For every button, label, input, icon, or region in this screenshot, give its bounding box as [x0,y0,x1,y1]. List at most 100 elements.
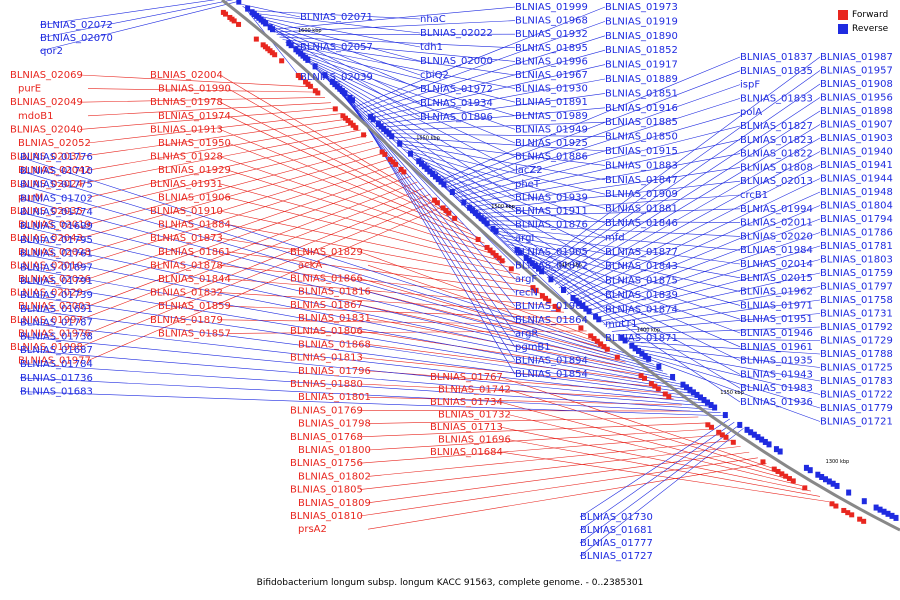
forward-gene-label: BLNIAS_02026 [18,274,91,285]
reverse-gene-label: BLNIAS_01999 [515,2,588,13]
reverse-gene-label: BLNIAS_01935 [740,356,813,367]
reverse-leader-line [485,223,741,237]
reverse-gene-feature [467,204,473,211]
forward-gene-feature [350,122,356,128]
reverse-gene-label: BLNIAS_01877 [605,247,678,258]
forward-gene-label: BLNIAS_01816 [298,287,371,298]
reverse-leader-line [628,344,821,368]
forward-gene-label: BLNIAS_02031 [10,152,83,163]
reverse-gene-feature [481,217,487,224]
reverse-gene-feature [288,42,294,49]
reverse-leader-line [273,20,516,33]
reverse-leader-line [570,178,821,299]
reverse-leader-line [334,85,516,293]
reverse-gene-label: lacZ2 [515,165,543,176]
reverse-gene-label: BLNIAS_01795 [20,235,93,246]
reverse-leader-line [359,21,606,110]
reverse-gene-label: BLNIAS_01786 [820,228,893,239]
reverse-leader-line [620,337,821,341]
reverse-gene-label: BLNIAS_01850 [605,132,678,143]
forward-leader-line [79,152,386,239]
forward-gene-label: BLNIAS_01867 [290,300,363,311]
reverse-gene-label: BLNIAS_01777 [580,538,653,549]
forward-gene-feature [487,247,493,253]
forward-gene-feature [484,244,490,250]
reverse-gene-label: BLNIAS_01883 [605,160,678,171]
forward-gene-feature [353,125,359,131]
forward-leader-line [359,278,610,351]
forward-gene-feature [601,344,607,350]
reverse-leader-line [19,184,659,369]
reverse-gene-feature [701,396,707,403]
reverse-gene-label: BLNIAS_01758 [820,295,893,306]
forward-gene-feature [786,476,792,482]
reverse-leader-line [373,78,606,122]
reverse-leader-line [538,70,821,272]
forward-gene-label: BLNIAS_01829 [290,247,363,258]
reverse-gene-label: BLNIAS_01854 [515,369,588,380]
reverse-leader-line [19,267,685,388]
reverse-gene-feature [822,476,828,483]
forward-leader-line [87,124,355,171]
reverse-leader-line [259,19,421,76]
reverse-leader-line [535,56,821,268]
reverse-gene-label: BLNIAS_01957 [820,66,893,77]
reverse-gene-label: BLNIAS_02015 [740,273,813,284]
reverse-gene-feature [580,302,586,309]
forward-gene-label: BLNIAS_01879 [150,315,223,326]
reverse-gene-feature [381,125,387,132]
reverse-leader-line [452,111,741,195]
forward-gene-label: BLNIAS_02043 [10,233,83,244]
forward-leader-line [219,210,521,275]
forward-gene-feature [783,473,789,479]
reverse-leader-line [19,239,677,382]
reverse-gene-feature [744,426,750,433]
forward-leader-line [87,135,367,198]
forward-gene-label: BLNIAS_01798 [298,419,371,430]
reverse-gene-label: BLNIAS_02022 [420,28,493,39]
forward-leader-line [87,193,431,334]
reverse-leader-line [403,148,606,209]
reverse-gene-feature [642,353,648,360]
reverse-gene-feature [826,478,832,485]
forward-leader-line [219,129,478,238]
legend-reverse: Reverse [838,22,888,36]
reverse-leader-line [330,82,516,280]
forward-gene-feature [253,36,259,42]
reverse-leader-line [19,211,668,375]
reverse-gene-feature [386,130,392,137]
feature-track [220,0,899,524]
forward-leader-line [367,370,666,394]
scale-tick-label: 1450 kbp [558,263,582,269]
reverse-gene-label: BLNIAS_01681 [580,525,653,536]
forward-gene-feature [279,58,285,64]
reverse-leader-line [256,17,421,62]
reverse-gene-label: ispF [740,80,760,91]
reverse-gene-feature [570,294,576,301]
reverse-gene-feature [646,355,652,362]
forward-gene-label: BLNIAS_01880 [290,379,363,390]
reverse-gene-label: pheT [515,179,541,190]
reverse-leader-line [599,272,821,322]
reverse-gene-label: BLNIAS_01775 [20,180,93,191]
reverse-gene-label: BLNIAS_01847 [605,175,678,186]
reverse-gene-label: BLNIAS_01803 [820,255,893,266]
reverse-gene-feature [803,464,809,471]
forward-gene-feature [723,434,729,440]
forward-gene-label: BLNIAS_02010 [10,260,83,271]
forward-gene-label: BLNIAS_02029 [10,288,83,299]
reverse-gene-feature [332,81,338,88]
reverse-gene-label: BLNIAS_01788 [820,349,893,360]
reverse-gene-label: qor2 [40,46,63,57]
reverse-leader-line [19,336,708,404]
forward-leader-line [367,264,603,344]
forward-gene-feature [440,205,446,211]
reverse-gene-label: BLNIAS_01874 [605,304,678,315]
forward-gene-label: BLNIAS_01931 [150,179,223,190]
reverse-gene-feature [478,215,484,222]
reverse-leader-line [523,257,741,375]
forward-gene-feature [802,485,808,491]
reverse-leader-line [19,363,717,410]
reverse-gene-feature [573,297,579,304]
reverse-leader-line [515,250,741,348]
